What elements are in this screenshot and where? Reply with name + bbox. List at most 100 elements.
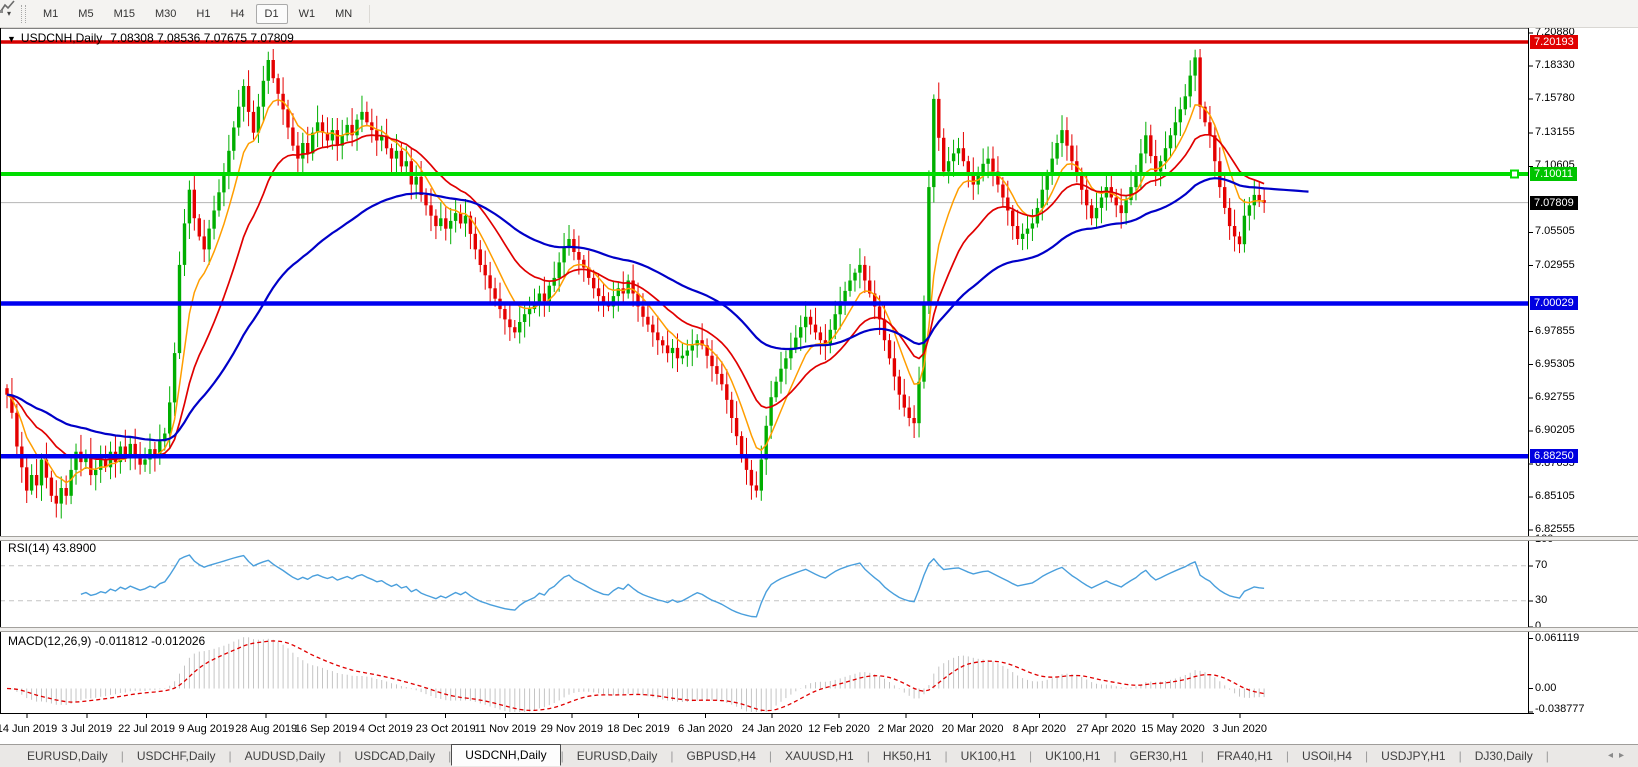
price-tick-label: 7.13155: [1535, 126, 1575, 139]
timeframe-button-M30[interactable]: M30: [154, 7, 177, 20]
price-tick-label: 7.15780: [1535, 92, 1575, 105]
toolbar-grip[interactable]: [21, 4, 27, 23]
date-label: 22 Jul 2019: [118, 723, 176, 735]
chart-tab-USDCAD-Daily[interactable]: USDCAD,Daily: [354, 749, 436, 763]
date-label: 2 Mar 2020: [877, 723, 934, 735]
tab-separator: |: [448, 749, 452, 763]
tab-separator: |: [338, 749, 342, 763]
price-tick-label: 6.90205: [1535, 423, 1575, 436]
chart-tab-bar: EURUSD,Daily | USDCHF,Daily | AUDUSD,Daily | U…: [0, 744, 1638, 767]
chart-symbol-label: USDCNH,Daily: [20, 31, 103, 45]
price-line-label: 7.20193: [1530, 34, 1578, 49]
macd-label: MACD(12,26,9) -0.011812 -0.012026: [8, 634, 206, 648]
timeframe-button-M15[interactable]: M15: [113, 7, 135, 20]
tab-separator: |: [768, 749, 773, 763]
date-label: 3 Jul 2019: [61, 723, 113, 735]
chart-tab-GER30-H1[interactable]: GER30,H1: [1129, 749, 1188, 763]
tab-scroll-right-icon[interactable]: ▸: [1618, 750, 1630, 761]
price-tick-label: 6.85105: [1535, 490, 1575, 503]
date-label: 20 Mar 2020: [941, 723, 1004, 735]
tab-scroll-left-icon[interactable]: ◂: [1607, 750, 1619, 761]
timeframe-button-H1[interactable]: H1: [196, 7, 211, 20]
date-label: 15 May 2020: [1141, 723, 1205, 735]
timeframe-button-M1[interactable]: M1: [43, 7, 59, 20]
line-tool-button[interactable]: ▾: [0, 0, 15, 20]
tab-separator: |: [1029, 749, 1033, 763]
chart-tab-EURUSD-Daily[interactable]: EURUSD,Daily: [27, 749, 108, 763]
chart-canvas[interactable]: [0, 0, 1638, 744]
macd-axis-label: 0.061119: [1535, 631, 1580, 644]
timeframe-button-MN[interactable]: MN: [335, 7, 353, 20]
price-tick-label: 6.92755: [1535, 390, 1575, 403]
chart-tab-USDCNH-Daily[interactable]: USDCNH,Daily: [451, 744, 561, 766]
tab-separator: |: [866, 749, 870, 763]
date-label: 3 Jun 2020: [1212, 723, 1268, 735]
timeframe-button-H4[interactable]: H4: [230, 7, 245, 20]
macd-axis-label: -0.038777: [1535, 703, 1585, 715]
date-label: 6 Jan 2020: [678, 723, 733, 735]
date-label: 4 Oct 2019: [358, 723, 413, 735]
chart-tab-GBPUSD-H4[interactable]: GBPUSD,H4: [686, 749, 756, 763]
rsi-level-label: 70: [1535, 558, 1548, 571]
price-tick-label: 6.97855: [1535, 324, 1575, 337]
tab-separator: |: [560, 749, 564, 763]
panel-splitter[interactable]: [0, 536, 1638, 541]
chart-tab-USOil-H4[interactable]: USOil,H4: [1301, 749, 1352, 763]
trendline-icon: [0, 0, 15, 13]
price-tick-label: 7.02955: [1535, 258, 1575, 271]
chart-tab-FRA40-H1[interactable]: FRA40,H1: [1216, 749, 1273, 763]
date-label: 9 Aug 2019: [178, 723, 235, 735]
date-label: 23 Oct 2019: [415, 723, 476, 735]
rsi-label: RSI(14) 43.8900: [8, 541, 97, 555]
rsi-level-label: 0: [1535, 620, 1542, 632]
date-label: 16 Sep 2019: [294, 723, 358, 735]
tab-separator: |: [1458, 749, 1462, 763]
price-line-label: 7.00029: [1530, 296, 1578, 311]
price-line-label: 6.88250: [1530, 449, 1578, 464]
tab-separator: |: [120, 749, 124, 763]
timeframe-button-W1[interactable]: W1: [298, 7, 316, 20]
chart-tab-EURUSD-Daily[interactable]: EURUSD,Daily: [576, 749, 658, 763]
chart-tab-XAUUSD-H1[interactable]: XAUUSD,H1: [785, 749, 854, 763]
timeframe-button-D1[interactable]: D1: [255, 3, 288, 24]
hline-handle[interactable]: [1510, 169, 1519, 179]
chart-tab-USDCHF-Daily[interactable]: USDCHF,Daily: [136, 749, 216, 763]
date-label: 24 Jan 2020: [741, 723, 803, 735]
price-tick-label: 6.82555: [1535, 523, 1575, 536]
tab-separator: |: [1200, 749, 1204, 763]
date-label: 12 Feb 2020: [808, 723, 870, 735]
tab-separator: |: [1113, 749, 1117, 763]
dropdown-caret-icon[interactable]: ▾: [7, 9, 12, 18]
timeframe-toolbar: ▾ M1 M5 M15 M30 H1 H4 D1 W1 MN: [0, 0, 1638, 28]
tab-separator: |: [944, 749, 948, 763]
date-label: 14 Jun 2019: [0, 723, 58, 735]
timeframe-buttons: M1 M5 M15 M30 H1 H4 D1 W1 MN: [34, 3, 361, 24]
chart-title: ▼ USDCNH,Daily 7.08308 7.08536 7.07675 7.0…: [7, 31, 294, 45]
toolbar-separator: [369, 4, 371, 23]
timeframe-button-M5[interactable]: M5: [78, 7, 94, 20]
chart-ohlc-values: 7.08308 7.08536 7.07675 7.07809: [110, 31, 294, 45]
tab-separator: |: [228, 749, 232, 763]
price-line-label: 7.10011: [1530, 167, 1577, 182]
chart-tab-USDJPY-H1[interactable]: USDJPY,H1: [1381, 749, 1446, 763]
date-label: 28 Aug 2019: [235, 723, 298, 735]
chart-tab-UK100-H1[interactable]: UK100,H1: [960, 749, 1017, 763]
chart-tab-AUDUSD-Daily[interactable]: AUDUSD,Daily: [244, 749, 326, 763]
collapse-caret-icon[interactable]: ▼: [7, 34, 16, 44]
price-tick-label: 7.05505: [1535, 225, 1575, 238]
price-line-label: 7.07809: [1530, 195, 1578, 210]
price-tick-label: 6.95305: [1535, 357, 1575, 370]
panel-splitter[interactable]: [0, 627, 1638, 632]
tab-separator: |: [1285, 749, 1289, 763]
chart-tab-HK50-H1[interactable]: HK50,H1: [882, 749, 932, 763]
date-label: 8 Apr 2020: [1012, 723, 1066, 735]
date-label: 11 Nov 2019: [474, 723, 537, 735]
date-label: 18 Dec 2019: [607, 723, 670, 735]
tab-separator: |: [1545, 749, 1549, 763]
chart-tab-DJ30-Daily[interactable]: DJ30,Daily: [1474, 749, 1533, 763]
chart-tab-UK100-H1[interactable]: UK100,H1: [1045, 749, 1101, 763]
price-tick-label: 7.18330: [1535, 59, 1575, 72]
macd-axis-label: 0.00: [1535, 681, 1557, 694]
tab-separator: |: [1364, 749, 1369, 763]
